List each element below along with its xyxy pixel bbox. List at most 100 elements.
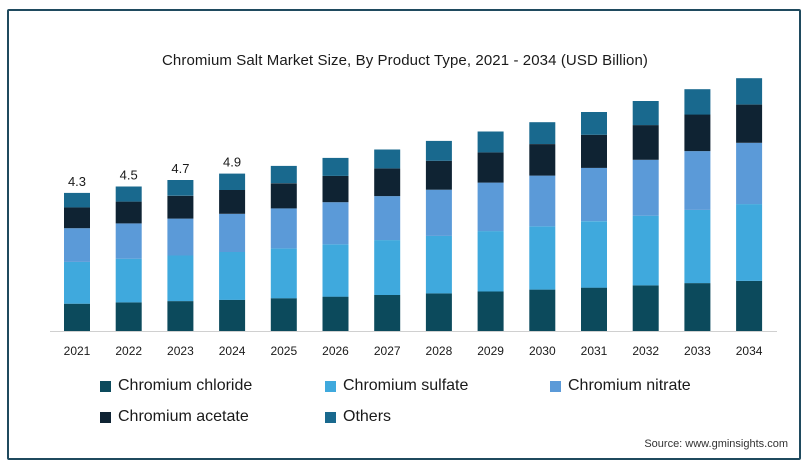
bar-segment-chromium-chloride-2033 <box>684 283 711 331</box>
bar-segment-chromium-sulfate-2028 <box>425 235 452 294</box>
bar-segment-others-2028 <box>425 140 452 161</box>
bar-segment-chromium-nitrate-2027 <box>374 196 401 241</box>
x-tick-label-2021: 2021 <box>64 344 91 358</box>
data-label-2024: 4.9 <box>223 155 241 170</box>
bar-segment-chromium-nitrate-2023 <box>167 218 194 256</box>
bar-segment-chromium-sulfate-2029 <box>477 231 504 292</box>
data-label-2022: 4.5 <box>120 168 138 183</box>
bar-segment-chromium-chloride-2025 <box>270 298 297 331</box>
chart-title: Chromium Salt Market Size, By Product Ty… <box>162 52 648 69</box>
legend-swatch <box>100 380 111 392</box>
legend-swatch <box>550 380 561 392</box>
bar-segment-chromium-chloride-2023 <box>167 301 194 331</box>
bar-segment-chromium-chloride-2034 <box>736 280 763 331</box>
bar-segment-chromium-chloride-2022 <box>115 302 142 331</box>
bar-segment-chromium-acetate-2027 <box>374 168 401 197</box>
bar-segment-others-2022 <box>115 186 142 202</box>
bar-segment-chromium-sulfate-2024 <box>219 252 246 300</box>
bar-segment-chromium-nitrate-2022 <box>115 223 142 259</box>
bar-segment-chromium-sulfate-2033 <box>684 209 711 284</box>
bar-segment-chromium-nitrate-2033 <box>684 151 711 210</box>
bar-segment-chromium-sulfate-2027 <box>374 240 401 295</box>
bar-segment-chromium-acetate-2032 <box>632 125 659 160</box>
bar-segment-chromium-acetate-2028 <box>425 160 452 190</box>
bar-segment-others-2034 <box>736 78 763 105</box>
bar-segment-chromium-sulfate-2032 <box>632 215 659 286</box>
bar-segment-chromium-chloride-2031 <box>581 287 607 331</box>
legend-label: Chromium nitrate <box>568 377 691 394</box>
bar-segment-chromium-chloride-2029 <box>477 291 504 331</box>
legend-item-chromium-acetate: Chromium acetate <box>100 408 249 426</box>
bar-segment-others-2033 <box>684 89 711 115</box>
x-tick-label-2034: 2034 <box>736 344 763 358</box>
bar-segment-chromium-chloride-2032 <box>632 285 659 331</box>
bar-segment-others-2027 <box>374 149 401 169</box>
bar-segment-chromium-acetate-2029 <box>477 152 504 183</box>
bar-segment-chromium-acetate-2034 <box>736 104 763 143</box>
legend-swatch <box>325 380 336 392</box>
bar-segment-chromium-acetate-2026 <box>322 175 349 203</box>
bar-segment-chromium-chloride-2026 <box>322 296 349 331</box>
data-label-2021: 4.3 <box>68 174 86 189</box>
bar-segment-chromium-sulfate-2026 <box>322 244 349 297</box>
bar-segment-others-2030 <box>529 122 556 144</box>
bar-segment-others-2029 <box>477 131 504 153</box>
bar-segment-chromium-chloride-2021 <box>64 303 90 331</box>
bar-segment-chromium-sulfate-2025 <box>270 248 297 299</box>
x-tick-label-2033: 2033 <box>684 344 711 358</box>
bar-segment-chromium-nitrate-2029 <box>477 182 504 232</box>
bar-segment-chromium-acetate-2025 <box>270 183 297 209</box>
legend-swatch <box>325 411 336 423</box>
bar-segment-chromium-acetate-2023 <box>167 195 194 219</box>
x-tick-label-2028: 2028 <box>426 344 453 358</box>
x-tick-label-2025: 2025 <box>270 344 297 358</box>
legend-label: Chromium acetate <box>118 408 249 425</box>
bar-segment-chromium-sulfate-2031 <box>581 221 607 288</box>
bar-segment-others-2025 <box>270 165 297 184</box>
bar-segment-chromium-sulfate-2023 <box>167 255 194 302</box>
bar-segment-chromium-chloride-2030 <box>529 289 556 331</box>
bar-segment-chromium-nitrate-2028 <box>425 189 452 236</box>
bar-segment-chromium-sulfate-2030 <box>529 226 556 290</box>
bar-segment-chromium-acetate-2022 <box>115 201 142 224</box>
bar-segment-chromium-nitrate-2021 <box>64 228 90 262</box>
data-label-group: 4.3 4.5 4.7 4.9 <box>68 155 241 189</box>
legend-item-chromium-chloride: Chromium chloride <box>100 377 252 395</box>
legend-swatch <box>100 411 111 423</box>
x-tick-label-2026: 2026 <box>322 344 349 358</box>
legend-label: Chromium sulfate <box>343 377 469 394</box>
x-tick-label-2029: 2029 <box>477 344 504 358</box>
bar-segment-chromium-nitrate-2030 <box>529 175 556 227</box>
legend-item-others: Others <box>325 408 391 426</box>
bar-segment-chromium-sulfate-2034 <box>736 204 763 281</box>
bar-segment-chromium-nitrate-2026 <box>322 202 349 245</box>
bar-segment-chromium-nitrate-2032 <box>632 159 659 216</box>
x-tick-label-2030: 2030 <box>529 344 556 358</box>
bar-segment-chromium-acetate-2024 <box>219 190 246 214</box>
bar-segment-chromium-sulfate-2021 <box>64 261 90 304</box>
bar-segment-chromium-acetate-2031 <box>581 134 607 168</box>
bar-segment-others-2021 <box>64 192 90 208</box>
bar-segment-others-2023 <box>167 180 194 196</box>
legend-item-chromium-nitrate: Chromium nitrate <box>550 377 691 395</box>
bar-segment-chromium-acetate-2021 <box>64 207 90 229</box>
data-label-2023: 4.7 <box>171 161 189 176</box>
legend-item-chromium-sulfate: Chromium sulfate <box>325 377 468 395</box>
x-tick-label-2024: 2024 <box>219 344 246 358</box>
bar-segment-chromium-acetate-2030 <box>529 144 556 176</box>
bar-segment-chromium-nitrate-2025 <box>270 208 297 249</box>
bar-segment-others-2024 <box>219 173 246 190</box>
legend-label: Chromium chloride <box>118 377 253 394</box>
bar-segment-others-2031 <box>581 112 607 135</box>
x-tick-label-2031: 2031 <box>581 344 608 358</box>
bar-segment-chromium-nitrate-2024 <box>219 213 246 252</box>
legend-label: Others <box>343 408 392 425</box>
x-tick-label-2022: 2022 <box>115 344 142 358</box>
bar-group <box>64 78 763 331</box>
bar-segment-chromium-chloride-2027 <box>374 295 401 331</box>
source-note: Source: www.gminsights.com <box>644 438 788 450</box>
bar-segment-chromium-sulfate-2022 <box>115 258 142 303</box>
bar-segment-chromium-nitrate-2031 <box>581 167 607 222</box>
bar-segment-chromium-chloride-2024 <box>219 299 246 331</box>
